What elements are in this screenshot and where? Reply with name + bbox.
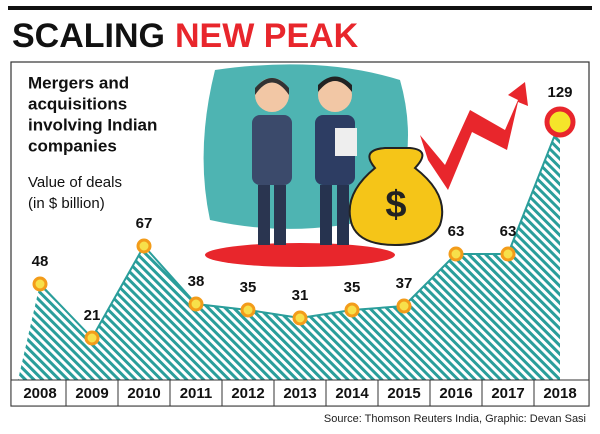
marker	[136, 238, 152, 254]
value-label: 21	[84, 307, 101, 324]
x-tick-label: 2015	[387, 385, 420, 402]
marker	[84, 330, 100, 346]
x-axis-band	[10, 379, 590, 407]
x-tick-label: 2014	[335, 385, 369, 402]
marker	[344, 302, 360, 318]
marker	[448, 246, 464, 262]
x-tick-label: 2011	[180, 385, 213, 402]
y-label-line: (in $ billion)	[28, 195, 105, 212]
marker	[292, 310, 308, 326]
source: Source: Thomson Reuters India, Graphic: …	[324, 413, 586, 425]
y-label-line: Value of deals	[28, 174, 122, 191]
person-head	[255, 78, 289, 112]
person-hair	[318, 76, 352, 92]
plot: 2008 2009 2010 2011 2012 2013 2014 2015 2016 2017…	[10, 84, 590, 407]
illustration: $	[203, 64, 528, 267]
growth-arrow	[420, 82, 528, 190]
x-tick-label: 2012	[231, 385, 264, 402]
subtitle: Mergers and acquisitions involving Indian c…	[28, 73, 157, 211]
person-head	[318, 78, 352, 112]
x-tick-label: 2008	[23, 385, 56, 402]
subtitle-line: Mergers and	[28, 73, 129, 92]
marker	[396, 298, 412, 314]
marker	[500, 246, 516, 262]
document	[335, 128, 357, 156]
x-tick-label: 2013	[283, 385, 316, 402]
subtitle-line: acquisitions	[28, 94, 127, 113]
value-label: 129	[547, 84, 572, 101]
marker	[188, 296, 204, 312]
value-label: 35	[344, 279, 361, 296]
marker	[240, 302, 256, 318]
money-bag	[348, 147, 444, 247]
person-hair	[255, 78, 289, 95]
x-tick-label: 2010	[127, 385, 160, 402]
person-leg	[337, 185, 349, 245]
value-label: 67	[136, 215, 153, 232]
value-label: 38	[188, 273, 205, 290]
value-label: 35	[240, 279, 257, 296]
value-label: 63	[448, 223, 465, 240]
x-tick-label: 2018	[543, 385, 576, 402]
top-rule	[8, 6, 592, 10]
value-label: 31	[292, 287, 309, 304]
x-tick-label: 2009	[75, 385, 108, 402]
person-body	[252, 115, 292, 185]
marker	[32, 276, 48, 292]
subtitle-line: companies	[28, 136, 117, 155]
money-symbol: $	[385, 184, 406, 226]
person-leg	[258, 185, 270, 245]
person-leg	[274, 185, 286, 245]
mat	[205, 243, 395, 267]
x-tick-label: 2017	[491, 385, 524, 402]
value-label: 48	[32, 253, 49, 270]
area	[18, 122, 560, 380]
value-label: 63	[500, 223, 517, 240]
value-label: 37	[396, 275, 413, 292]
x-tick-label: 2016	[439, 385, 472, 402]
chart-title: SCALING	[12, 17, 165, 55]
chart-title-highlight: NEW PEAK	[175, 17, 359, 55]
subtitle-line: involving Indian	[28, 115, 157, 134]
marker-highlight	[544, 106, 576, 138]
person-leg	[320, 185, 332, 245]
